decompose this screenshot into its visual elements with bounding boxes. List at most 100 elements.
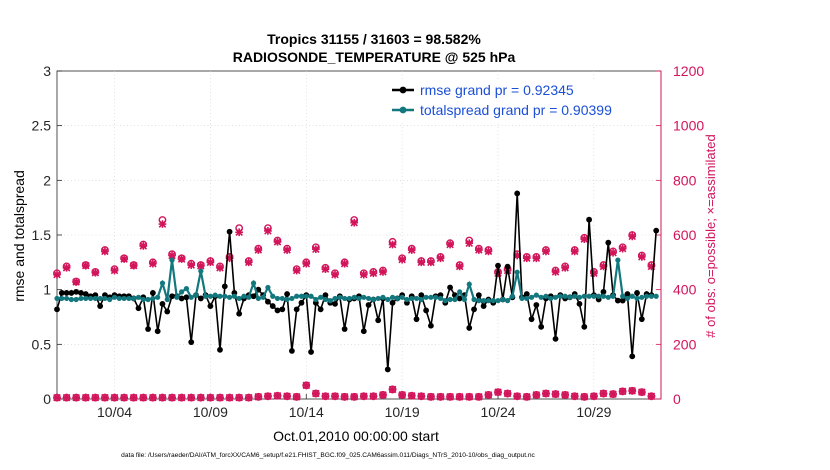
totalspread-point <box>121 295 127 302</box>
totalspread-point <box>135 294 142 300</box>
obs-assimilated-low-point <box>436 392 445 401</box>
rmse-point <box>365 302 372 308</box>
chart-title-line2: RADIOSONDE_TEMPERATURE @ 525 hPa <box>233 49 516 65</box>
obs-assimilated-low-point <box>446 392 454 401</box>
obs-assimilated-point <box>110 266 119 275</box>
rmse-point <box>207 303 214 309</box>
rmse-point <box>629 353 636 360</box>
obs-assimilated-point <box>561 263 569 272</box>
obs-assimilated-low-point <box>407 391 416 400</box>
x-tick-label: 10/09 <box>193 404 228 420</box>
totalspread-point <box>246 294 252 300</box>
rmse-point <box>480 303 487 309</box>
obs-assimilated-point <box>292 266 301 275</box>
totalspread-point <box>557 293 563 299</box>
totalspread-point <box>116 295 122 302</box>
obs-assimilated-point <box>101 247 109 256</box>
y-right-tick-label: 1200 <box>673 63 704 79</box>
obs-assimilated-point <box>283 246 291 254</box>
totalspread-point <box>524 295 530 302</box>
totalspread-point <box>332 295 338 302</box>
obs-assimilated-low-point <box>484 391 493 399</box>
obs-assimilated-point <box>235 228 243 237</box>
totalspread-point <box>624 295 631 302</box>
obs-assimilated-point <box>455 262 464 271</box>
totalspread-point <box>318 294 324 300</box>
x-tick-label: 10/24 <box>480 404 515 420</box>
totalspread-point <box>361 294 367 300</box>
obs-assimilated-low-point <box>53 393 61 402</box>
obs-assimilated-low-point <box>91 393 100 402</box>
rmse-point <box>653 227 660 234</box>
obs-assimilated-low-point <box>302 381 311 390</box>
obs-assimilated-low-point <box>168 393 176 402</box>
rmse-point <box>279 306 286 313</box>
obs-assimilated-low-point <box>206 393 215 402</box>
rmse-point <box>269 303 276 309</box>
totalspread-point <box>87 295 94 302</box>
obs-assimilated-point <box>609 248 617 257</box>
obs-assimilated-low-point <box>465 392 474 401</box>
y-left-tick-label: 3 <box>43 63 51 79</box>
obs-assimilated-point <box>81 261 90 270</box>
totalspread-point <box>236 295 242 302</box>
obs-assimilated-low-point <box>599 389 608 398</box>
obs-assimilated-point <box>62 263 71 272</box>
obs-assimilated-low-point <box>369 392 378 401</box>
totalspread-point <box>174 294 180 300</box>
totalspread-point <box>322 296 329 303</box>
rmse-point <box>360 328 367 335</box>
obs-assimilated-low-point <box>254 392 263 401</box>
totalspread-point <box>155 294 161 300</box>
totalspread-point <box>447 296 453 303</box>
totalspread-point <box>231 293 237 299</box>
obs-assimilated-low-point <box>264 392 272 401</box>
obs-assimilated-point <box>551 268 560 276</box>
obs-assimilated-point <box>302 259 311 268</box>
totalspread-point <box>548 295 554 302</box>
rmse-point <box>533 302 540 308</box>
totalspread-point <box>327 298 333 304</box>
totalspread-point <box>73 296 79 303</box>
totalspread-point <box>207 293 213 299</box>
totalspread-point <box>394 295 400 302</box>
rmse-point <box>375 317 382 324</box>
obs-assimilated-point <box>120 255 128 263</box>
obs-assimilated-point <box>149 259 157 268</box>
obs-assimilated-point <box>590 269 598 278</box>
rmse-point <box>624 291 631 297</box>
obs-assimilated-point <box>427 258 435 267</box>
x-tick-label: 10/19 <box>385 404 420 420</box>
x-tick-label: 10/29 <box>576 404 611 420</box>
totalspread-point <box>385 296 391 303</box>
obs-assimilated-point <box>206 258 215 267</box>
totalspread-point <box>543 293 549 299</box>
totalspread-point <box>509 293 515 299</box>
obs-assimilated-low-point <box>225 393 234 402</box>
rmse-point <box>514 190 521 197</box>
rmse-point <box>178 295 185 302</box>
rmse-point <box>197 295 204 302</box>
obs-assimilated-low-point <box>312 389 320 398</box>
obs-assimilated-low-point <box>417 392 426 401</box>
obs-assimilated-low-point <box>273 391 282 400</box>
obs-assimilated-point <box>53 270 61 279</box>
obs-assimilated-low-point <box>532 391 541 399</box>
rmse-point <box>293 306 300 313</box>
rmse-point <box>82 291 89 297</box>
rmse-point <box>183 294 190 301</box>
totalspread-point <box>533 292 539 298</box>
x-tick-label: 10/14 <box>289 404 324 420</box>
obs-assimilated-point <box>513 251 522 260</box>
totalspread-point <box>289 295 295 302</box>
rmse-point <box>475 292 482 299</box>
obs-assimilated-low-point <box>139 393 148 402</box>
totalspread-point <box>308 293 314 299</box>
totalspread-point <box>461 296 468 303</box>
obs-assimilated-low-point <box>475 392 483 401</box>
totalspread-point <box>193 292 199 298</box>
rmse-point <box>154 328 161 335</box>
obs-assimilated-low-point <box>388 385 397 394</box>
totalspread-point <box>572 293 578 299</box>
totalspread-point <box>634 295 640 302</box>
